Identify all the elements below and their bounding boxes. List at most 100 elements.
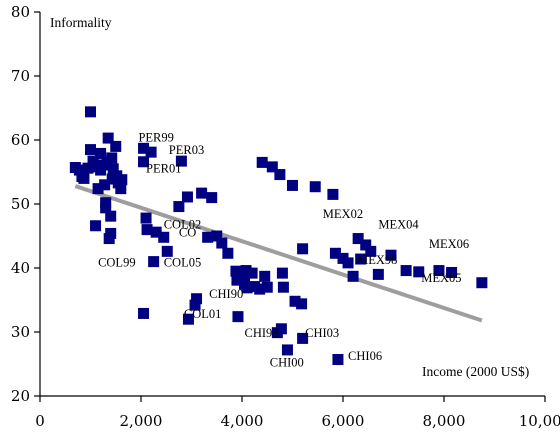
x-tick-label: 0 (35, 412, 45, 430)
data-point (173, 201, 185, 213)
point-label: PER03 (169, 143, 204, 157)
x-axis-title: Income (2000 US$) (422, 364, 529, 379)
data-point (289, 295, 301, 307)
data-point (360, 239, 372, 251)
x-ticks: 0 2,000 4,000 6,000 8,000 10,000 (35, 396, 560, 430)
data-point (400, 265, 412, 277)
x-tick-label: 8,000 (423, 412, 466, 430)
data-point (385, 249, 397, 261)
data-point (138, 307, 150, 319)
data-point (222, 247, 234, 259)
data-point (309, 181, 321, 193)
data-point (275, 323, 287, 335)
data-point (287, 179, 298, 191)
data-point (116, 174, 128, 186)
point-label: COL05 (164, 256, 202, 270)
point-label: MEX05 (421, 271, 461, 285)
data-point (148, 256, 160, 268)
data-point (327, 188, 339, 200)
data-point (413, 266, 425, 278)
data-point (182, 313, 194, 325)
data-point (347, 270, 359, 282)
data-point (191, 293, 203, 305)
data-point (342, 257, 354, 269)
data-point (296, 298, 308, 310)
data-point (73, 164, 85, 176)
data-point (240, 265, 252, 277)
data-point (476, 277, 488, 289)
data-point (150, 226, 162, 238)
data-point (230, 265, 242, 277)
data-point (181, 191, 193, 203)
point-label: COL01 (184, 307, 222, 321)
data-point (246, 267, 258, 279)
point-label: MEX98 (357, 253, 397, 267)
data-point (107, 163, 119, 175)
point-label: CHI90 (209, 287, 243, 301)
data-point (95, 147, 107, 159)
data-point (277, 281, 289, 293)
data-point (141, 224, 153, 236)
y-tick-label: 20 (11, 387, 30, 405)
data-point (276, 267, 288, 279)
data-point (90, 220, 102, 232)
data-point (175, 155, 187, 167)
data-point (216, 237, 228, 249)
data-point (105, 227, 117, 239)
data-point (100, 197, 112, 209)
data-point (140, 212, 152, 224)
trend-line (74, 184, 483, 323)
data-point (99, 179, 111, 191)
data-point (158, 231, 170, 243)
x-tick-label: 6,000 (322, 412, 365, 430)
data-point (85, 106, 96, 118)
data-point (78, 172, 90, 184)
data-point (189, 299, 201, 311)
data-point (372, 268, 384, 280)
data-point (110, 140, 122, 152)
data-point (266, 161, 278, 173)
data-point (211, 230, 223, 242)
data-point (352, 233, 364, 245)
y-axis-title: Informality (50, 15, 112, 30)
y-ticks: 20 30 40 50 60 70 80 (11, 3, 40, 405)
point-label: CHI03 (305, 326, 339, 340)
y-tick-label: 60 (11, 131, 30, 149)
data-points (69, 106, 488, 366)
data-point (281, 344, 293, 356)
data-point (446, 266, 458, 278)
data-point (161, 245, 173, 257)
data-point (82, 162, 94, 174)
point-label: MEX02 (323, 207, 363, 221)
data-point (274, 169, 286, 181)
x-tick-label: 4,000 (221, 412, 264, 430)
point-label: MEX06 (429, 237, 469, 251)
data-point (433, 265, 445, 277)
data-point (202, 231, 214, 243)
data-point (355, 253, 367, 265)
data-point (102, 132, 114, 144)
y-tick-label: 50 (11, 195, 30, 213)
y-tick-label: 40 (11, 259, 30, 277)
data-point (329, 247, 341, 259)
y-tick-label: 80 (11, 3, 30, 21)
data-point (105, 210, 117, 222)
data-point (87, 155, 99, 167)
data-point (106, 152, 118, 164)
point-label: COL99 (98, 256, 136, 270)
data-point (92, 183, 104, 195)
data-point (138, 142, 150, 154)
point-label: COL02 (164, 217, 202, 231)
data-point (206, 192, 218, 204)
data-point (365, 245, 377, 257)
data-point (236, 272, 248, 284)
data-point (297, 332, 309, 344)
data-point (332, 354, 344, 366)
y-tick-label: 30 (11, 323, 30, 341)
data-point (232, 311, 244, 323)
y-tick-label: 70 (11, 67, 30, 85)
point-label: CHI06 (348, 349, 382, 363)
data-point (259, 270, 271, 282)
point-label: PER99 (138, 130, 173, 144)
